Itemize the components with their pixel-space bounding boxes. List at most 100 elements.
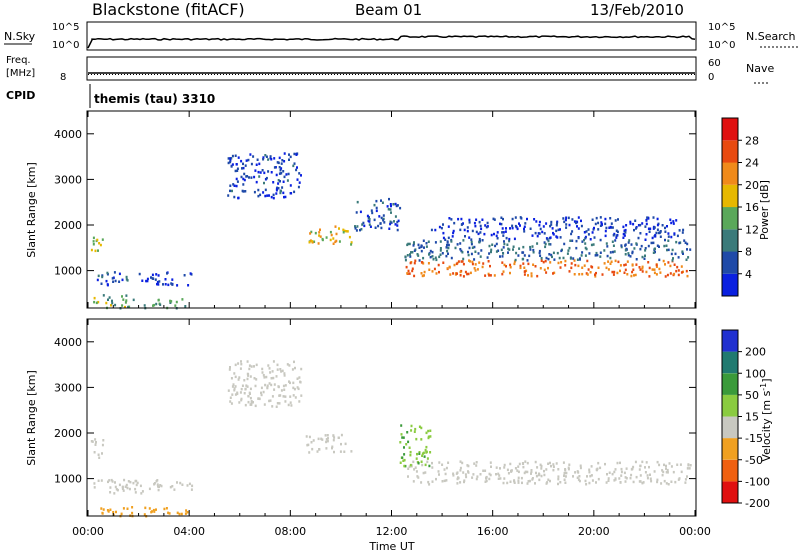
- data-cell: [641, 222, 644, 225]
- data-cell: [585, 272, 588, 275]
- data-cell: [645, 233, 648, 236]
- data-cell: [539, 267, 542, 270]
- data-cell: [422, 239, 425, 242]
- data-cell: [517, 465, 520, 468]
- data-cell: [629, 222, 632, 225]
- data-cell: [610, 222, 613, 225]
- data-cell: [185, 509, 188, 512]
- data-cell: [326, 434, 329, 437]
- data-cell: [236, 180, 239, 183]
- data-cell: [462, 257, 465, 261]
- data-cell: [309, 232, 312, 235]
- data-cell: [557, 482, 559, 486]
- data-cell: [590, 465, 593, 468]
- data-cell: [552, 272, 554, 275]
- nsearch-label: N.Search: [746, 30, 796, 43]
- data-cell: [422, 471, 425, 475]
- data-cell: [543, 268, 546, 272]
- data-cell: [619, 269, 621, 273]
- data-cell: [550, 253, 553, 257]
- data-cell: [417, 243, 420, 247]
- data-cell: [467, 272, 470, 276]
- colorbar-swatch: [722, 229, 738, 252]
- data-cell: [686, 242, 689, 246]
- data-cell: [187, 284, 190, 287]
- data-cell: [478, 261, 481, 264]
- data-cell: [495, 250, 498, 253]
- data-cell: [173, 488, 176, 491]
- data-cell: [563, 478, 566, 481]
- data-cell: [647, 244, 650, 248]
- data-cell: [406, 431, 409, 434]
- data-cell: [167, 511, 170, 515]
- data-cell: [521, 257, 524, 261]
- data-cell: [159, 303, 162, 306]
- data-cell: [571, 230, 574, 233]
- data-cell: [332, 242, 335, 245]
- data-cell: [276, 363, 279, 367]
- velocity-ylabel: Slant Range [km]: [25, 370, 38, 466]
- data-cell: [612, 250, 614, 254]
- data-cell: [472, 473, 475, 476]
- data-cell: [678, 241, 681, 245]
- data-cell: [595, 481, 597, 484]
- data-cell: [634, 273, 637, 277]
- data-cell: [97, 300, 100, 304]
- data-cell: [493, 274, 496, 277]
- data-cell: [277, 182, 280, 185]
- data-cell: [424, 471, 427, 474]
- data-cell: [237, 156, 240, 159]
- data-cell: [526, 461, 529, 465]
- data-cell: [639, 474, 642, 477]
- data-cell: [157, 298, 160, 302]
- data-cell: [412, 242, 415, 246]
- data-cell: [257, 188, 260, 192]
- data-cell: [501, 255, 504, 258]
- data-cell: [658, 258, 661, 262]
- data-cell: [631, 270, 634, 274]
- data-cell: [509, 271, 511, 275]
- data-cell: [396, 224, 399, 227]
- data-cell: [121, 295, 123, 298]
- data-cell: [240, 159, 243, 163]
- data-cell: [680, 271, 683, 274]
- data-cell: [517, 479, 520, 482]
- data-cell: [624, 243, 627, 246]
- data-cell: [584, 479, 587, 483]
- data-cell: [587, 233, 590, 236]
- data-cell: [382, 217, 385, 221]
- data-cell: [121, 487, 124, 490]
- data-cell: [620, 244, 623, 247]
- data-cell: [363, 224, 366, 228]
- data-cell: [417, 476, 420, 479]
- data-cell: [434, 241, 437, 244]
- data-cell: [479, 231, 482, 234]
- data-cell: [428, 268, 431, 271]
- data-cell: [575, 239, 578, 243]
- data-cell: [282, 384, 285, 388]
- data-cell: [310, 230, 313, 234]
- data-cell: [314, 231, 317, 235]
- data-cell: [622, 225, 625, 229]
- data-cell: [284, 395, 287, 398]
- data-cell: [415, 437, 418, 441]
- data-cell: [486, 225, 489, 228]
- data-cell: [557, 477, 560, 481]
- data-cell: [380, 226, 383, 230]
- data-cell: [410, 429, 413, 432]
- data-cell: [157, 283, 160, 286]
- data-cell: [269, 155, 272, 158]
- data-cell: [570, 262, 573, 265]
- data-cell: [649, 477, 652, 480]
- data-cell: [564, 264, 567, 267]
- data-cell: [625, 477, 628, 480]
- data-cell: [656, 217, 659, 221]
- data-cell: [244, 190, 247, 193]
- data-cell: [607, 477, 610, 480]
- data-cell: [478, 241, 481, 244]
- data-cell: [406, 243, 409, 247]
- data-cell: [296, 178, 299, 181]
- data-cell: [154, 278, 157, 281]
- data-cell: [615, 229, 618, 232]
- data-cell: [431, 250, 434, 254]
